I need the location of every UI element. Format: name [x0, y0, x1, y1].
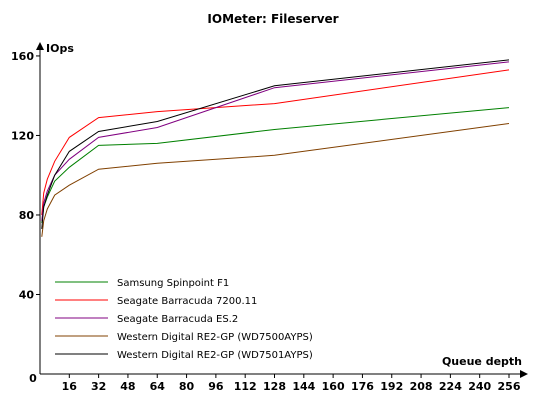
x-tick-label: 256: [498, 380, 521, 393]
y-tick-label: 120: [11, 129, 34, 142]
series-line-3: [41, 61, 510, 221]
chart-title: IOMeter: Fileserver: [207, 12, 338, 26]
x-tick-label: 144: [292, 380, 315, 393]
legend-label: Western Digital RE2-GP (WD7501AYPS): [117, 350, 313, 361]
x-tick-label: 96: [208, 380, 224, 393]
y-axis-label: IOps: [46, 42, 74, 55]
x-tick-label: 176: [351, 380, 374, 393]
y-tick-label: 160: [11, 50, 34, 63]
legend: Samsung Spinpoint F1 Seagate Barracuda 72…: [55, 278, 313, 361]
series-line-4: [41, 123, 510, 237]
x-tick-label: 240: [468, 380, 491, 393]
series-lines: [41, 59, 510, 237]
legend-label: Seagate Barracuda ES.2: [117, 314, 238, 325]
y-axis-arrow-icon: [36, 42, 44, 50]
x-tick-label: 160: [322, 380, 345, 393]
x-axis-label: Queue depth: [442, 355, 522, 368]
y-tick-label: 80: [19, 209, 35, 222]
series-line-1: [41, 107, 510, 223]
x-origin-label: 0: [29, 372, 37, 385]
x-tick-label: 32: [91, 380, 106, 393]
x-tick-label: 208: [410, 380, 433, 393]
y-tick-label: 40: [19, 288, 35, 301]
x-tick-label: 80: [179, 380, 195, 393]
legend-label: Samsung Spinpoint F1: [117, 278, 229, 289]
x-tick-label: 112: [234, 380, 257, 393]
series-line-5: [41, 59, 510, 229]
y-ticks: 40 80 120 160: [11, 50, 40, 301]
x-tick-label: 64: [150, 380, 166, 393]
x-tick-label: 192: [380, 380, 403, 393]
series-line-2: [41, 69, 510, 216]
x-ticks: 16 32 48 64 80 96 112 128 144 160 176 192 208 224 240 2…: [62, 374, 521, 393]
x-tick-label: 48: [120, 380, 135, 393]
legend-label: Western Digital RE2-GP (WD7500AYPS): [117, 332, 313, 343]
legend-label: Seagate Barracuda 7200.11: [117, 296, 257, 307]
x-tick-label: 224: [439, 380, 462, 393]
x-tick-label: 16: [62, 380, 78, 393]
x-tick-label: 128: [263, 380, 286, 393]
x-axis-arrow-icon: [520, 370, 528, 378]
axes: [36, 42, 528, 378]
